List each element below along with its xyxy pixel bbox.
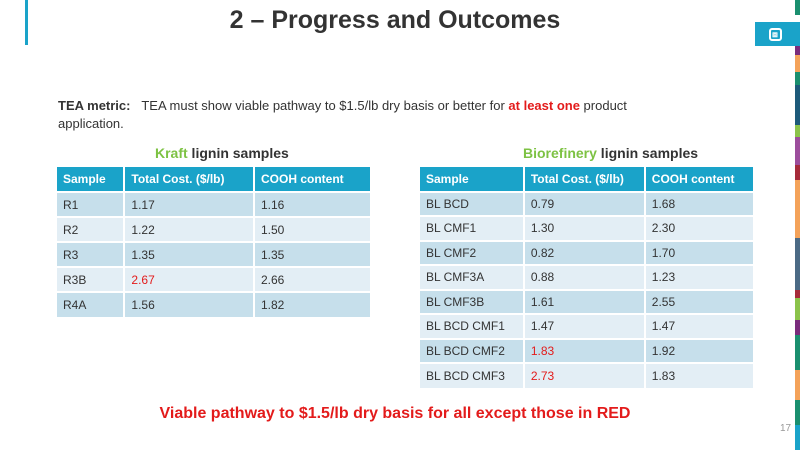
page-number: 17 xyxy=(780,423,792,434)
table-cell: BL BCD xyxy=(420,190,525,216)
metric-text: TEA must show viable pathway to $1.5/lb … xyxy=(141,98,509,113)
table-cell: 1.82 xyxy=(254,291,372,317)
table-cell: R2 xyxy=(57,216,126,242)
table-cell: 1.16 xyxy=(254,191,372,217)
table-row: R1 1.17 1.16 xyxy=(57,191,372,217)
biorefinery-caption: Biorefinery lignin samples xyxy=(523,145,698,161)
metric-highlight: at least one xyxy=(508,98,580,113)
table-cell: 0.79 xyxy=(523,190,646,216)
table-cell: BL BCD CMF2 xyxy=(420,337,525,363)
biorefinery-caption-accent: Biorefinery xyxy=(523,145,597,161)
metric-label: TEA metric: xyxy=(58,98,131,113)
table-cell: 1.83 xyxy=(523,337,646,363)
table-cell: 1.17 xyxy=(124,191,255,217)
logo-icon: ⧈ xyxy=(768,27,782,41)
table-row: BL BCD CMF3 2.73 1.83 xyxy=(420,362,756,388)
table-row: BL BCD CMF1 1.47 1.47 xyxy=(420,313,756,339)
table-cell: 0.82 xyxy=(523,239,646,265)
table-cell: R3B xyxy=(57,266,126,292)
column-header: Sample xyxy=(57,167,126,192)
kraft-table: Sample Total Cost. ($/lb) COOH content R1 1.… xyxy=(57,167,372,317)
table-cell: 1.92 xyxy=(644,337,756,363)
table-row: BL CMF1 1.30 2.30 xyxy=(420,215,756,241)
table-cell: BL CMF3B xyxy=(420,288,525,314)
title-accent-bar xyxy=(25,0,28,45)
table-header: Sample Total Cost. ($/lb) COOH content xyxy=(57,167,372,192)
biorefinery-caption-rest: lignin samples xyxy=(596,145,699,161)
conclusion-text: Viable pathway to $1.5/lb dry basis for … xyxy=(159,405,631,422)
table-row: BL CMF3A 0.88 1.23 xyxy=(420,264,756,290)
table-row: BL CMF3B 1.61 2.55 xyxy=(420,288,756,314)
table-cell: 1.22 xyxy=(124,216,255,242)
kraft-caption-rest: lignin samples xyxy=(187,145,289,161)
table-row: BL BCD CMF2 1.83 1.92 xyxy=(420,337,756,363)
column-header: Sample xyxy=(420,167,525,192)
table-cell: 0.88 xyxy=(523,264,646,290)
table-cell: 1.23 xyxy=(644,264,756,290)
column-header: Total Cost. ($/lb) xyxy=(124,167,255,192)
table-cell: 2.73 xyxy=(523,362,646,388)
table-cell: BL CMF1 xyxy=(420,215,525,241)
table-row: R3 1.35 1.35 xyxy=(57,241,372,267)
column-header: COOH content xyxy=(644,167,756,192)
kraft-caption-accent: Kraft xyxy=(155,145,188,161)
table-row: BL BCD 0.79 1.68 xyxy=(420,190,756,216)
table-cell: BL BCD CMF1 xyxy=(420,313,525,339)
table-header: Sample Total Cost. ($/lb) COOH content xyxy=(420,167,756,192)
table-cell: BL BCD CMF3 xyxy=(420,362,525,388)
column-header: Total Cost. ($/lb) xyxy=(523,167,646,192)
table-cell: 1.35 xyxy=(124,241,255,267)
table-row: R2 1.22 1.50 xyxy=(57,216,372,242)
table-cell: 1.56 xyxy=(124,291,255,317)
table-cell: 1.35 xyxy=(254,241,372,267)
table-cell: 1.30 xyxy=(523,215,646,241)
table-cell: 1.83 xyxy=(644,362,756,388)
table-cell: R4A xyxy=(57,291,126,317)
table-cell: 1.47 xyxy=(644,313,756,339)
table-cell: 2.55 xyxy=(644,288,756,314)
table-cell: BL CMF3A xyxy=(420,264,525,290)
color-stripe xyxy=(795,0,800,450)
metric-text-end: product application. xyxy=(58,98,627,131)
table-cell: R1 xyxy=(57,191,126,217)
table-cell: 2.30 xyxy=(644,215,756,241)
table-row: R3B 2.67 2.66 xyxy=(57,266,372,292)
table-cell: 1.68 xyxy=(644,190,756,216)
table-cell: 1.61 xyxy=(523,288,646,314)
table-cell: 1.47 xyxy=(523,313,646,339)
table-cell: BL CMF2 xyxy=(420,239,525,265)
table-cell: R3 xyxy=(57,241,126,267)
logo: ⧈ xyxy=(755,22,795,46)
tea-metric: TEA metric: TEA must show viable pathway… xyxy=(58,97,678,133)
table-row: BL CMF2 0.82 1.70 xyxy=(420,239,756,265)
column-header: COOH content xyxy=(254,167,372,192)
slide-title: 2 – Progress and Outcomes xyxy=(229,6,561,34)
table-cell: 2.66 xyxy=(254,266,372,292)
table-row: R4A 1.56 1.82 xyxy=(57,291,372,317)
kraft-caption: Kraft lignin samples xyxy=(155,145,289,161)
biorefinery-table: Sample Total Cost. ($/lb) COOH content BL B… xyxy=(420,167,756,388)
table-cell: 1.50 xyxy=(254,216,372,242)
table-cell: 1.70 xyxy=(644,239,756,265)
table-cell: 2.67 xyxy=(124,266,255,292)
